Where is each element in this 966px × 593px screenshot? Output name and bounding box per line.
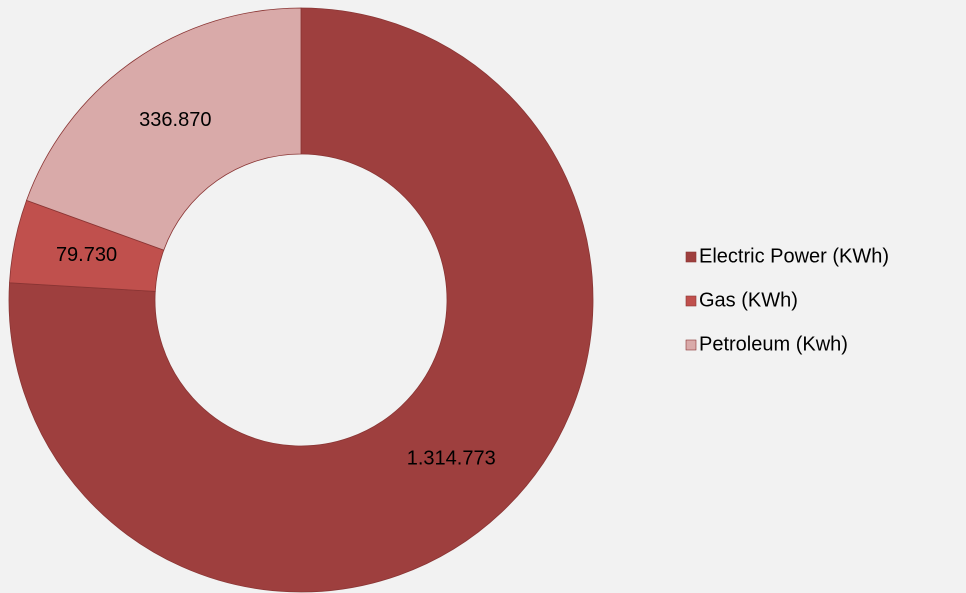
donut-segment: [8, 7, 594, 593]
legend-label: Petroleum (Kwh): [699, 333, 848, 355]
legend-swatch: [685, 251, 697, 263]
legend-label: Electric Power (KWh): [699, 245, 889, 267]
data-label: 336.870: [139, 109, 211, 131]
legend-swatch: [685, 339, 697, 351]
legend-swatch: [685, 295, 697, 307]
legend-label: Gas (KWh): [699, 289, 798, 311]
donut-segment: [26, 7, 302, 251]
data-label: 1.314.773: [407, 448, 496, 470]
data-label: 79.730: [56, 244, 117, 266]
